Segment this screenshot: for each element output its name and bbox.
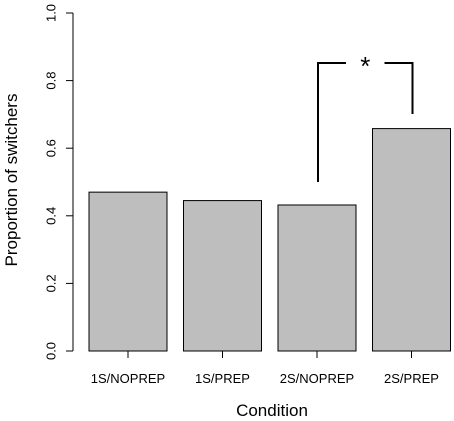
y-tick-label: 0.8 xyxy=(44,72,59,90)
y-tick-label: 0.2 xyxy=(44,274,59,292)
y-tick-label: 1.0 xyxy=(44,4,59,22)
x-axis-title: Condition xyxy=(236,401,308,420)
significance-star: * xyxy=(360,51,370,81)
annotations-group: * xyxy=(317,51,414,182)
bar-2s-noprep xyxy=(277,204,357,352)
x-tick-label: 1S/NOPREP xyxy=(91,371,165,386)
y-axis: 0.0 0.2 0.4 0.6 0.8 1.0 xyxy=(44,4,74,360)
x-tick-label: 2S/NOPREP xyxy=(280,371,354,386)
y-ticks: 0.0 0.2 0.4 0.6 0.8 1.0 xyxy=(44,4,73,360)
y-tick-label: 0.4 xyxy=(44,207,59,225)
bracket-left-arm xyxy=(317,62,346,182)
bar-2s-prep xyxy=(372,128,451,352)
bars-group xyxy=(88,128,451,352)
y-tick-label: 0.0 xyxy=(44,342,59,360)
bracket-right-arm xyxy=(384,62,414,114)
x-tick-label: 1S/PREP xyxy=(195,371,250,386)
x-axis: 1S/NOPREP 1S/PREP 2S/NOPREP 2S/PREP xyxy=(91,351,439,386)
y-axis-title: Proportion of switchers xyxy=(2,94,21,267)
significance-bracket: * xyxy=(317,51,414,182)
x-tick-label: 2S/PREP xyxy=(384,371,439,386)
y-tick-label: 0.6 xyxy=(44,139,59,157)
bar-1s-noprep xyxy=(88,191,168,352)
bar-1s-prep xyxy=(183,200,262,352)
